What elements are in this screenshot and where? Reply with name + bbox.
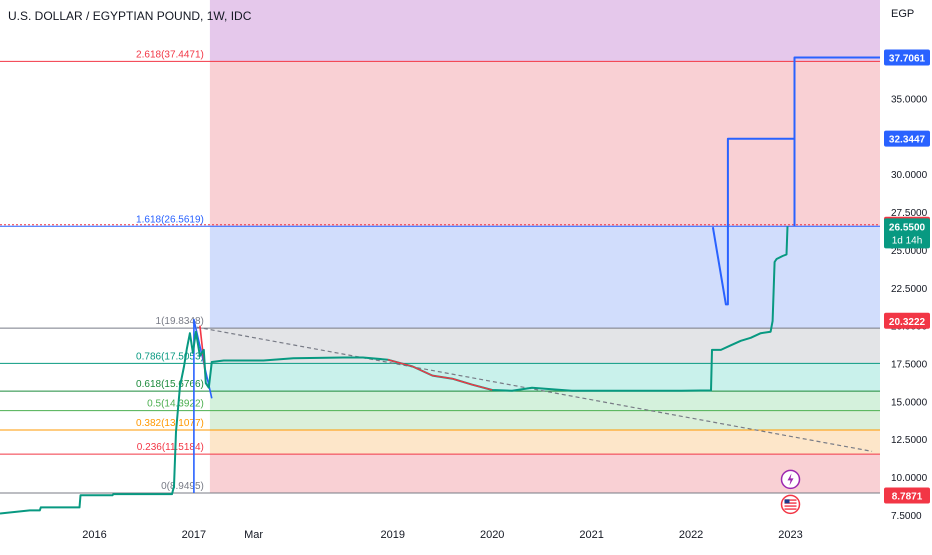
price-badge-label-1: 32.3447 [889, 135, 926, 146]
flag-stripe-3 [784, 508, 797, 510]
flag-canton [784, 499, 790, 504]
fib-label-1: 1.618(26.5619) [136, 214, 204, 225]
price-badge-5 [884, 487, 930, 504]
fib-label-8: 0(8.9495) [161, 481, 204, 492]
x-tick-label-4: 2020 [480, 529, 504, 541]
currency-label: EGP [891, 8, 914, 20]
y-tick-label-9: 12.5000 [891, 435, 928, 446]
price-badge-4 [884, 312, 930, 329]
price-badge-label-4: 20.3222 [889, 317, 926, 328]
price-badge-label-5: 8.7871 [892, 491, 923, 502]
flag-stripe-2 [784, 505, 797, 507]
x-tick-label-0: 2016 [82, 529, 106, 541]
symbol-title: U.S. DOLLAR / EGYPTIAN POUND, 1W, IDC [8, 9, 252, 23]
projection-path-2 [793, 56, 880, 227]
x-axis-panel [0, 518, 880, 550]
fib-zone-7 [209, 430, 880, 455]
y-tick-label-0: 35.0000 [891, 94, 928, 105]
fib-label-0: 2.618(37.4471) [136, 49, 204, 60]
price-series-down-segment [387, 359, 493, 391]
fib-zone-5 [209, 391, 880, 411]
y-tick-label-10: 10.0000 [891, 473, 928, 484]
y-axis-panel [880, 0, 932, 550]
fib-label-5: 0.5(14.3922) [147, 399, 204, 410]
fib-label-2: 1(19.8348) [156, 316, 204, 327]
price-badge-sub-3: 1d 14h [892, 235, 923, 246]
trendline [196, 326, 873, 452]
y-tick-label-8: 15.0000 [891, 397, 928, 408]
fib-label-7: 0.236(11.5184) [137, 442, 204, 453]
price-series-0 [0, 226, 789, 515]
fib-zone-1 [209, 61, 880, 227]
fib-label-6: 0.382(13.1077) [136, 418, 204, 429]
fib-zone-0 [209, 0, 880, 62]
flag-stripe-0 [784, 499, 797, 501]
x-tick-label-6: 2022 [679, 529, 703, 541]
y-tick-label-2: 30.0000 [891, 170, 928, 181]
x-tick-label-5: 2021 [579, 529, 603, 541]
fib-zone-2 [209, 226, 880, 329]
fib-label-3: 0.786(17.5053) [136, 351, 204, 362]
y-tick-label-4: 25.0000 [891, 246, 928, 257]
y-tick-label-7: 17.5000 [891, 360, 928, 371]
fib-zone-8 [209, 454, 880, 494]
lightning-glyph [787, 473, 794, 486]
y-tick-label-3: 27.5000 [891, 208, 928, 219]
price-badge-label-0: 37.7061 [889, 53, 926, 64]
x-tick-label-3: 2019 [381, 529, 405, 541]
x-tick-label-7: 2023 [778, 529, 802, 541]
x-tick-label-2: Mar [244, 529, 263, 541]
us-flag-icon [780, 494, 801, 515]
y-tick-label-5: 22.5000 [891, 284, 928, 295]
price-badge-label-3: 26.5500 [889, 222, 926, 233]
price-badge-3 [884, 218, 930, 249]
y-tick-label-11: 7.5000 [891, 511, 922, 522]
fib-zone-4 [209, 363, 880, 392]
fib-zone-6 [209, 410, 880, 431]
x-tick-label-1: 2017 [182, 529, 206, 541]
flag-stripe-1 [784, 502, 797, 504]
fib-label-4: 0.618(15.6766) [136, 379, 204, 390]
price-badge-1 [884, 130, 930, 147]
projection-path-1 [711, 137, 795, 306]
price-badge-0 [884, 49, 930, 66]
